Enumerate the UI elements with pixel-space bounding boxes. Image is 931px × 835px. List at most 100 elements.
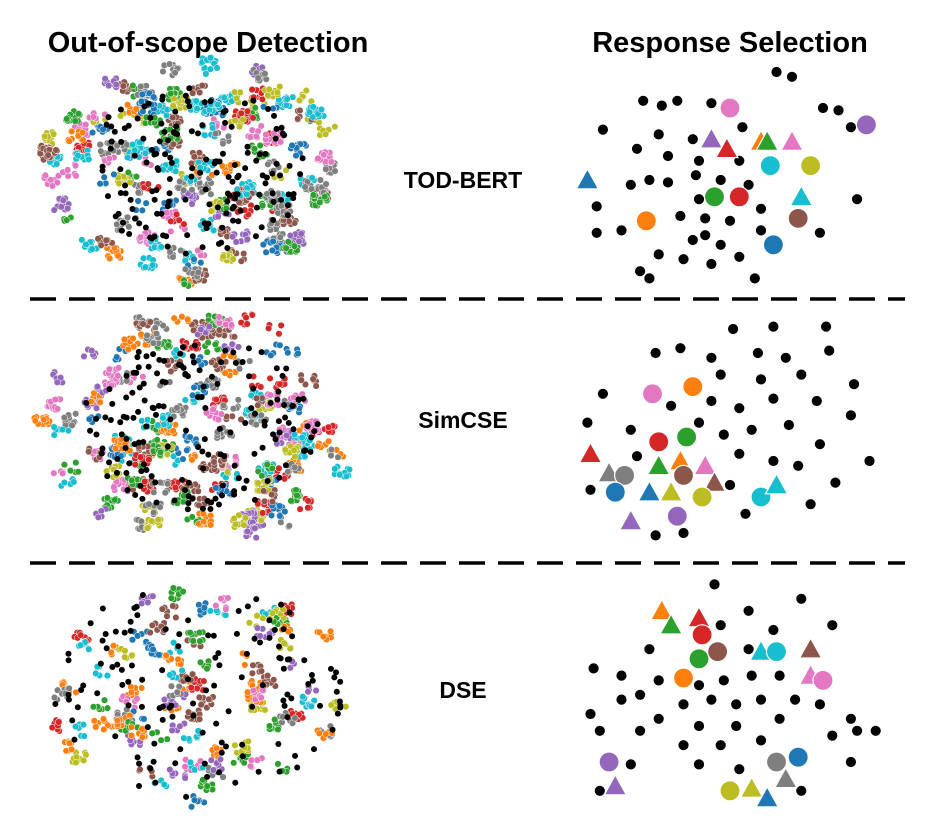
brown-circle-point	[706, 640, 729, 663]
in-scope-point	[149, 592, 157, 600]
black-point	[742, 604, 755, 617]
out-of-scope-point	[120, 219, 127, 226]
black-point	[597, 123, 609, 136]
in-scope-point	[97, 241, 105, 249]
in-scope-point	[253, 612, 261, 620]
in-scope-point	[60, 479, 68, 487]
in-scope-point	[189, 637, 197, 645]
in-scope-point	[112, 81, 120, 89]
in-scope-point	[100, 696, 109, 704]
in-scope-point	[265, 85, 273, 93]
out-of-scope-point	[169, 713, 176, 720]
black-point	[649, 529, 662, 542]
out-of-scope-point	[230, 217, 237, 224]
in-scope-point	[254, 74, 262, 82]
black-point	[624, 178, 637, 191]
out-of-scope-point	[243, 650, 250, 657]
in-scope-point	[336, 471, 344, 479]
in-scope-point	[190, 796, 199, 804]
in-scope-point	[82, 121, 90, 129]
out-of-scope-point	[108, 138, 115, 145]
out-of-scope-point	[148, 473, 155, 480]
cyan-triangle-point	[764, 472, 789, 495]
out-of-scope-point	[122, 444, 129, 451]
out-of-scope-point	[284, 691, 291, 698]
out-of-scope-point	[114, 455, 121, 462]
out-of-scope-point	[266, 634, 273, 641]
out-of-scope-point	[188, 128, 195, 135]
blue-triangle-point	[637, 479, 662, 502]
out-of-scope-point	[145, 363, 152, 370]
out-of-scope-point	[126, 460, 133, 467]
out-of-scope-point	[214, 204, 221, 211]
out-of-scope-point	[162, 626, 169, 633]
in-scope-point	[167, 227, 175, 235]
in-scope-point	[231, 117, 239, 125]
out-of-scope-point	[289, 402, 296, 409]
in-scope-point	[181, 265, 189, 273]
in-scope-point	[331, 465, 339, 473]
in-scope-point	[286, 231, 294, 240]
out-of-scope-point	[213, 169, 220, 176]
in-scope-point	[210, 458, 218, 466]
in-scope-point	[295, 96, 303, 104]
out-of-scope-point	[131, 152, 138, 159]
in-scope-point	[59, 196, 67, 204]
out-of-scope-point	[65, 650, 72, 657]
out-of-scope-panels	[30, 53, 353, 811]
in-scope-point	[322, 130, 330, 138]
in-scope-point	[141, 263, 149, 271]
out-of-scope-point	[159, 667, 166, 674]
column-title-response-selection: Response Selection	[592, 27, 868, 59]
in-scope-point	[228, 340, 236, 348]
in-scope-point	[148, 621, 156, 629]
out-of-scope-point	[216, 769, 223, 776]
out-of-scope-point	[177, 350, 184, 357]
in-scope-point	[124, 346, 132, 354]
in-scope-point	[197, 325, 205, 334]
black-point	[767, 320, 780, 333]
out-of-scope-point	[112, 213, 119, 220]
out-of-scope-point	[231, 195, 238, 202]
out-of-scope-point	[161, 129, 168, 136]
out-of-scope-point	[184, 98, 191, 105]
blue-triangle-point	[575, 167, 600, 190]
black-point	[795, 784, 808, 797]
black-point	[845, 121, 857, 134]
out-of-scope-point	[203, 156, 210, 163]
in-scope-point	[163, 209, 171, 217]
out-of-scope-point	[117, 419, 124, 426]
black-point	[649, 347, 662, 359]
in-scope-point	[177, 246, 185, 255]
out-of-scope-point	[225, 708, 232, 715]
out-of-scope-point	[224, 244, 231, 251]
out-of-scope-point	[182, 250, 189, 257]
out-of-scope-point	[122, 190, 129, 197]
in-scope-point	[268, 609, 277, 617]
in-scope-point	[97, 147, 105, 155]
in-scope-point	[160, 781, 168, 789]
in-scope-point	[200, 517, 208, 526]
out-of-scope-point	[282, 414, 289, 421]
out-of-scope-point	[135, 782, 142, 789]
black-point	[693, 416, 705, 429]
in-scope-point	[74, 152, 82, 160]
in-scope-point	[162, 651, 170, 659]
in-scope-point	[166, 671, 174, 679]
in-scope-point	[254, 401, 262, 409]
black-point	[693, 758, 705, 771]
in-scope-point	[275, 330, 283, 338]
in-scope-point	[192, 97, 200, 105]
in-scope-point	[280, 639, 288, 647]
black-point	[631, 142, 643, 155]
in-scope-point	[103, 704, 112, 712]
in-scope-point	[245, 619, 253, 627]
in-scope-point	[131, 461, 139, 469]
out-of-scope-point	[222, 119, 229, 126]
out-of-scope-point	[154, 210, 161, 217]
in-scope-point	[100, 725, 108, 734]
out-of-scope-point	[285, 419, 292, 426]
in-scope-point	[240, 250, 248, 258]
out-of-scope-point	[136, 760, 143, 767]
in-scope-point	[78, 236, 86, 244]
